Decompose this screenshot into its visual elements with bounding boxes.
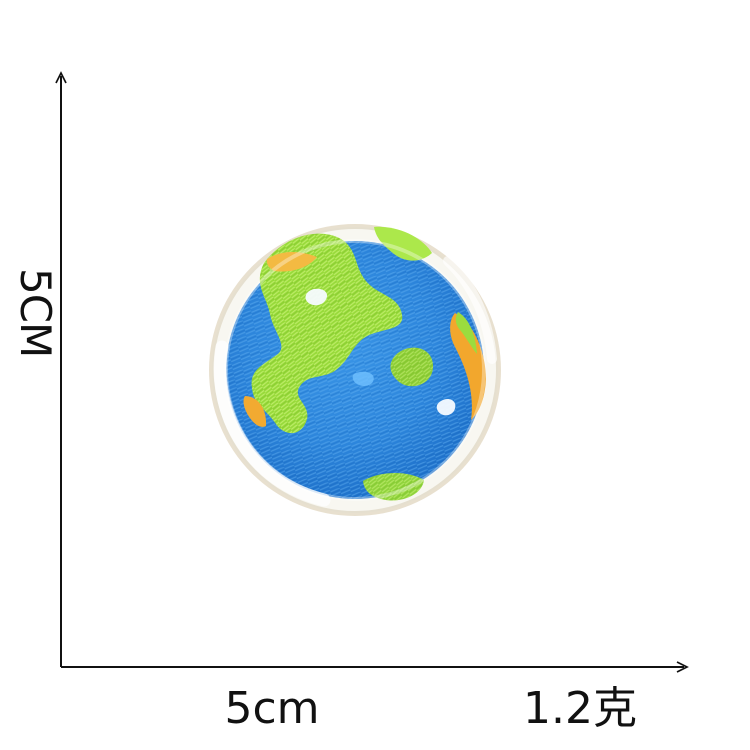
width-dimension-label: 5cm xyxy=(224,683,320,734)
orange-north-coast xyxy=(266,251,317,272)
white-cloud-highlight xyxy=(305,288,328,306)
horizontal-axis-arrow xyxy=(676,661,689,673)
bottom-island-stitches xyxy=(363,472,424,501)
right-border-highlight xyxy=(443,256,497,364)
weight-label: 1.2克 xyxy=(523,683,637,734)
orange-left-coast xyxy=(243,396,267,427)
north-green-island xyxy=(374,226,432,261)
height-dimension-label: 5CM xyxy=(11,268,60,358)
earth-patch-icon xyxy=(209,224,501,516)
left-border-highlight xyxy=(213,340,331,507)
green-continent-left-stitches xyxy=(251,233,403,434)
white-water-highlight xyxy=(436,399,456,416)
vertical-axis-arrow xyxy=(55,71,67,84)
earth-patch-image xyxy=(200,215,510,525)
inner-stitch-edge xyxy=(224,239,486,501)
small-island-stitches xyxy=(390,347,434,387)
green-right-coast xyxy=(455,312,477,354)
orange-right-coast xyxy=(450,313,486,420)
light-blue-water-detail xyxy=(352,371,374,386)
